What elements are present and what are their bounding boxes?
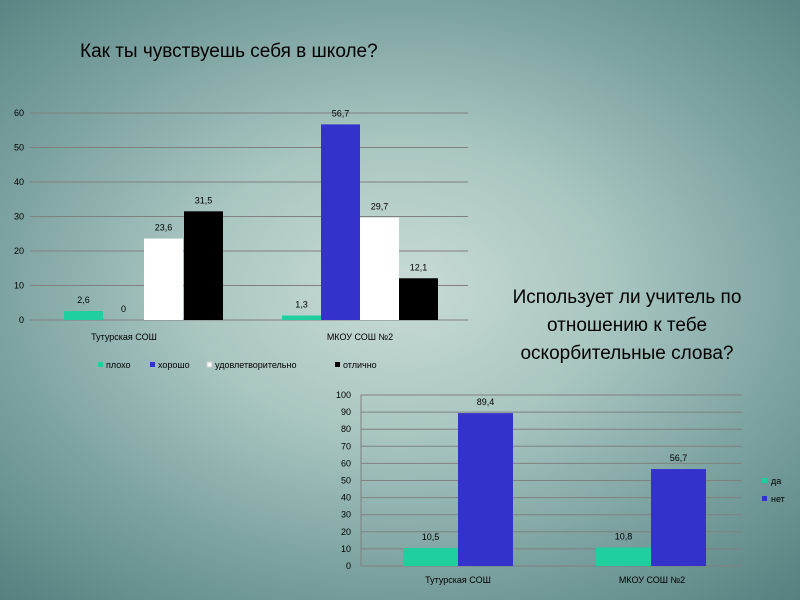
chart1-title: Как ты чувствуешь себя в школе? [80, 41, 378, 62]
chart1-data-label: 23,6 [155, 223, 173, 233]
chart2-data-label: 89,4 [477, 397, 495, 407]
chart1-legend-swatch [335, 362, 340, 367]
chart2-y-tick-label: 20 [341, 527, 351, 537]
chart2-y-tick-label: 100 [336, 390, 351, 400]
chart2-bar [596, 547, 651, 566]
chart2-legend-label: нет [771, 494, 785, 504]
chart1-data-label: 2,6 [77, 295, 90, 305]
chart2-y-tick-label: 80 [341, 424, 351, 434]
chart1-legend-swatch [98, 362, 103, 367]
chart1-data-label: 12,1 [410, 262, 428, 272]
chart1-data-label: 56,7 [332, 108, 350, 118]
chart2-data-label: 56,7 [670, 453, 688, 463]
chart1-y-tick-label: 50 [14, 143, 24, 153]
chart1-legend-label: отлично [343, 360, 377, 370]
chart1-data-label: 29,7 [371, 202, 389, 212]
chart1-y-tick-label: 20 [14, 246, 24, 256]
chart2-title: Использует ли учитель по отношению к теб… [512, 287, 742, 364]
chart1-bar [144, 238, 183, 320]
chart1-legend-swatch [150, 362, 155, 367]
chart2-y-tick-label: 50 [341, 476, 351, 486]
chart2-legend-label: да [771, 476, 781, 486]
chart2-y-tick-label: 70 [341, 441, 351, 451]
chart1-legend-label: плохо [106, 360, 131, 370]
chart2-data-label: 10,5 [422, 532, 440, 542]
chart1-y-tick-label: 60 [14, 108, 24, 118]
chart1-y-tick-label: 0 [19, 315, 24, 325]
chart1-data-label: 0 [121, 304, 126, 314]
chart1-y-tick-label: 10 [14, 281, 24, 291]
chart1-y-tick-label: 40 [14, 177, 24, 187]
chart1-y-tick-label: 30 [14, 212, 24, 222]
chart2-data-label: 10,8 [615, 532, 633, 542]
chart2-category-label: МКОУ СОШ №2 [619, 575, 685, 585]
chart2-y-tick-label: 10 [341, 544, 351, 554]
chart2-category-label: Тутурская СОШ [425, 575, 491, 585]
chart1-bar [184, 211, 223, 320]
chart2-bar [403, 548, 458, 566]
chart1-data-label: 31,5 [195, 195, 213, 205]
chart1-bar [321, 124, 360, 320]
chart2-y-tick-label: 40 [341, 493, 351, 503]
chart1-legend-label: хорошо [158, 360, 190, 370]
chart1-bar [282, 315, 321, 320]
chart2-bar [651, 469, 706, 566]
chart1-data-label: 1,3 [295, 300, 308, 310]
chart2-bar [458, 413, 513, 566]
chart1-category-label: МКОУ СОШ №2 [327, 332, 393, 342]
chart2-legend-swatch [762, 478, 767, 483]
chart2-y-tick-label: 30 [341, 510, 351, 520]
chart1-legend-swatch [206, 361, 213, 368]
chart2-y-tick-label: 60 [341, 458, 351, 468]
chart1-bar [399, 278, 438, 320]
chart1-bar [64, 311, 103, 320]
chart1-legend-label: удовлетворительно [215, 360, 296, 370]
chart2-y-tick-label: 90 [341, 407, 351, 417]
chart1-bar [360, 217, 399, 320]
chart2-y-tick-label: 0 [346, 561, 351, 571]
chart2-legend-swatch [762, 496, 767, 501]
chart1-category-label: Тутурская СОШ [91, 332, 157, 342]
